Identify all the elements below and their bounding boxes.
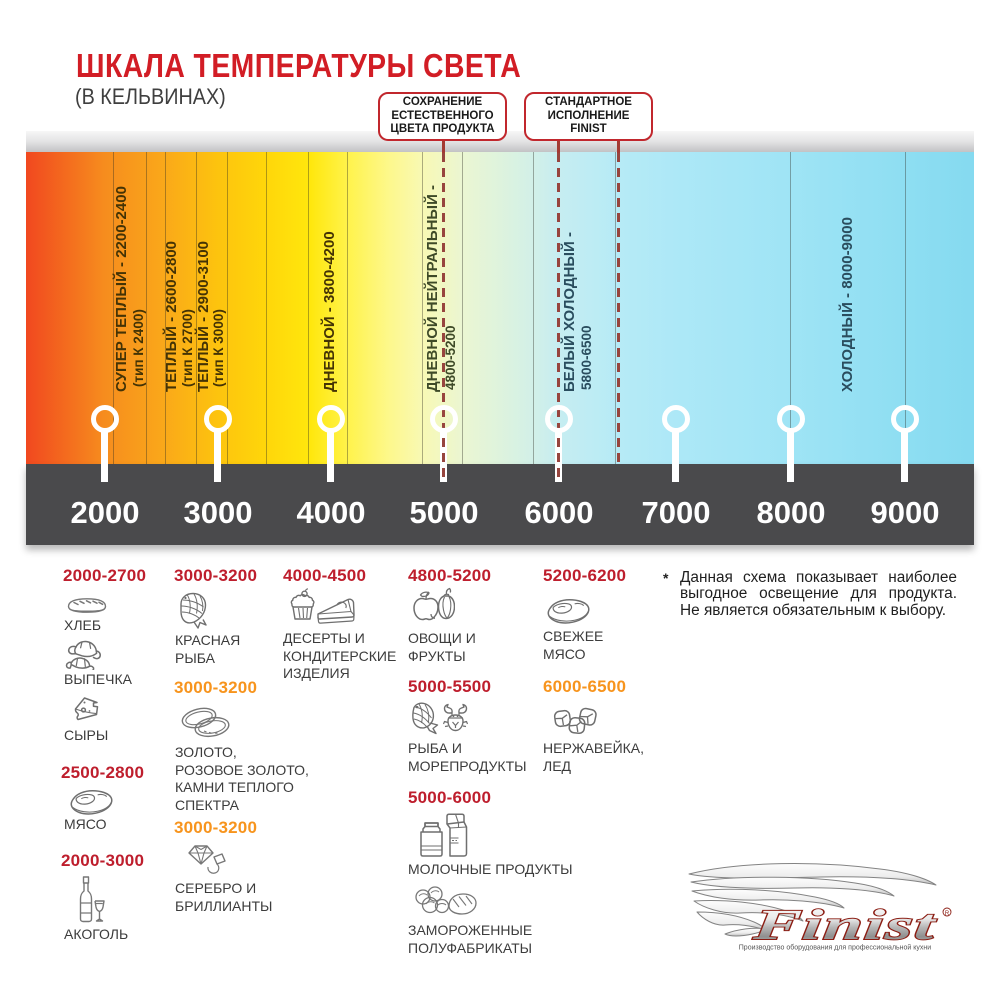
svg-text:Finist: Finist bbox=[751, 900, 940, 948]
svg-text:Производство оборудования для: Производство оборудования для профессион… bbox=[739, 944, 932, 952]
svg-text:R: R bbox=[945, 911, 950, 917]
